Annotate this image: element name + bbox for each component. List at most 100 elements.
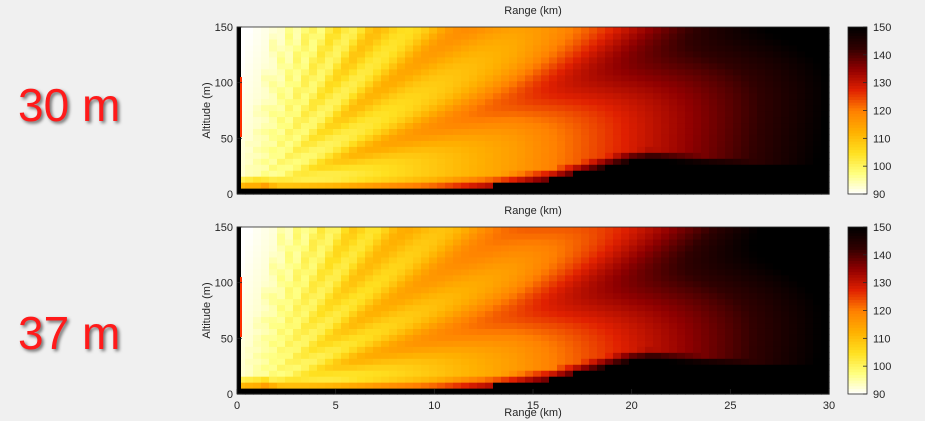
heatmap-cell (701, 38, 710, 46)
heatmap-cell (525, 176, 534, 183)
heatmap-cell (557, 262, 566, 270)
heatmap-cell (757, 382, 766, 389)
heatmap-cell (757, 358, 766, 365)
heatmap-cell (397, 274, 406, 282)
heatmap-cell (397, 268, 406, 276)
heatmap-cell (357, 346, 366, 353)
heatmap-cell (333, 164, 342, 171)
heatmap-cell (781, 182, 790, 189)
heatmap-cell (277, 250, 286, 258)
heatmap-cell (725, 292, 734, 300)
heatmap-cell (549, 68, 558, 76)
heatmap-cell (773, 262, 782, 270)
heatmap-cell (437, 164, 446, 171)
heatmap-cell (285, 280, 294, 288)
heatmap-cell (629, 316, 638, 324)
colorbar-segment (848, 291, 867, 295)
heatmap-cell (397, 176, 406, 183)
heatmap-cell (717, 182, 726, 189)
heatmap-cell (429, 346, 438, 353)
heatmap-cell (269, 128, 278, 135)
colorbar-segment (848, 177, 867, 181)
heatmap-cell (333, 62, 342, 70)
heatmap-cell (781, 238, 790, 246)
x-tick-label: 10 (428, 400, 440, 412)
heatmap-cell (797, 152, 806, 159)
heatmap-cell (725, 382, 734, 389)
heatmap-cell (413, 262, 422, 270)
heatmap-cell (253, 238, 262, 246)
heatmap-cell (485, 352, 494, 359)
heatmap-cell (277, 388, 286, 395)
heatmap-cell (445, 346, 454, 353)
heatmap-cell (517, 104, 526, 112)
heatmap-cell (501, 334, 510, 341)
heatmap-cell (477, 262, 486, 270)
heatmap-cell (773, 388, 782, 395)
heatmap-cell (397, 170, 406, 177)
heatmap-cell (749, 364, 758, 371)
heatmap-cell (597, 310, 606, 318)
heatmap-cell (781, 292, 790, 300)
heatmap-cell (693, 310, 702, 318)
heatmap-cell (269, 364, 278, 371)
heatmap-cell (413, 340, 422, 347)
heatmap-cell (509, 182, 518, 189)
heatmap-cell (285, 322, 294, 329)
heatmap-cell (733, 44, 742, 52)
heatmap-cell (669, 44, 678, 52)
heatmap-cell (325, 80, 334, 88)
heatmap-cell (437, 280, 446, 288)
heatmap-cell (541, 92, 550, 100)
heatmap-cell (237, 68, 246, 76)
heatmap-cell (317, 116, 326, 124)
heatmap-cell (269, 80, 278, 88)
heatmap-cell (357, 86, 366, 94)
heatmap-cell (325, 116, 334, 124)
heatmap-cell (781, 298, 790, 306)
heatmap-cell (693, 292, 702, 300)
colorbar-segment (848, 163, 867, 167)
heatmap-cell (389, 358, 398, 365)
heatmap-cell (461, 86, 470, 94)
heatmap-cell (301, 110, 310, 118)
heatmap-cell (669, 316, 678, 324)
heatmap-cell (597, 328, 606, 335)
heatmap-cell (285, 227, 294, 234)
heatmap-cell (349, 238, 358, 246)
heatmap-cell (421, 116, 430, 124)
heatmap-cell (421, 316, 430, 324)
heatmap-cell (237, 232, 246, 240)
heatmap-cell (373, 50, 382, 58)
heatmap-cell (445, 322, 454, 329)
heatmap-cell (445, 62, 454, 70)
heatmap-cell (253, 340, 262, 347)
heatmap-cell (541, 280, 550, 288)
heatmap-cell (581, 62, 590, 70)
heatmap-cell (413, 370, 422, 377)
heatmap-cell (805, 146, 814, 153)
heatmap-cell (693, 80, 702, 88)
heatmap-cell (477, 164, 486, 171)
heatmap-cell (581, 50, 590, 58)
heatmap-cell (741, 382, 750, 389)
heatmap-cell (637, 86, 646, 94)
heatmap-cell (821, 262, 830, 270)
heatmap-cell (437, 104, 446, 112)
heatmap-cell (605, 298, 614, 306)
heatmap-cell (533, 334, 542, 341)
colorbar-segment (848, 60, 867, 64)
heatmap-cell (821, 358, 830, 365)
heatmap-cell (645, 176, 654, 183)
heatmap-cell (717, 358, 726, 365)
heatmap-cell (493, 370, 502, 377)
heatmap-cell (341, 116, 350, 124)
heatmap-cell (261, 176, 270, 183)
heatmap-cell (789, 322, 798, 329)
heatmap-cell (781, 232, 790, 240)
heatmap-cell (493, 110, 502, 118)
heatmap-cell (397, 340, 406, 347)
heatmap-cell (637, 128, 646, 135)
heatmap-cell (309, 74, 318, 82)
heatmap-cell (549, 62, 558, 70)
